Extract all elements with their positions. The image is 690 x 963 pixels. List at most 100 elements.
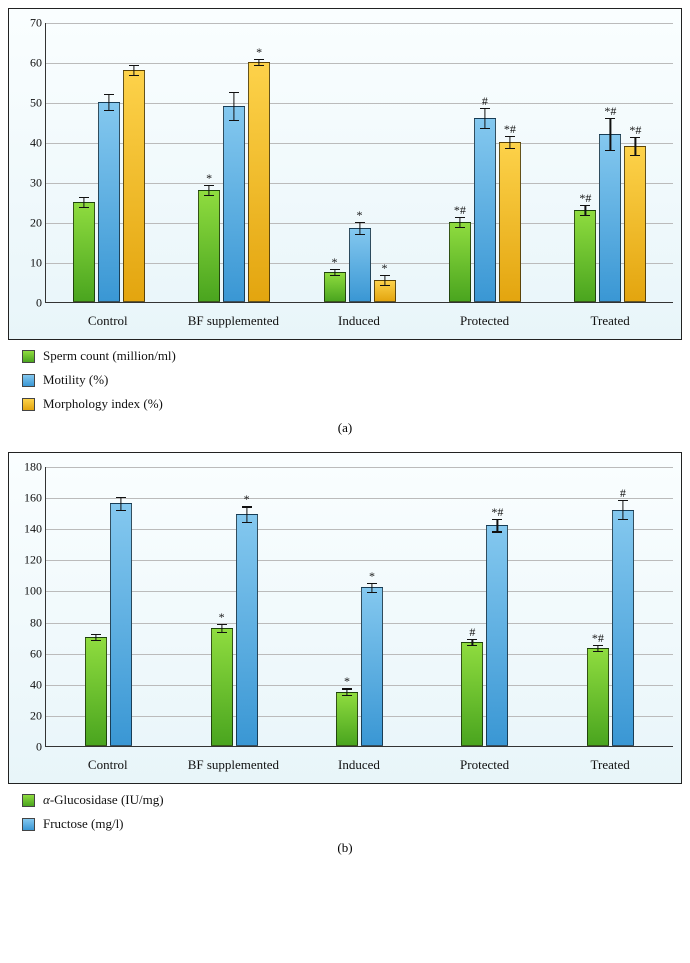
bar-morph: * [374, 22, 396, 302]
error-bar [246, 506, 247, 522]
x-tick-label: Treated [547, 751, 673, 783]
x-tick-label: BF supplemented [171, 751, 297, 783]
error-bar [83, 197, 84, 207]
legend-label: Morphology index (%) [43, 396, 163, 412]
legend-swatch [22, 794, 35, 807]
significance-marker: * [382, 261, 388, 276]
bar-rect [336, 692, 358, 746]
significance-marker: # [469, 625, 475, 640]
significance-marker: *# [579, 191, 591, 206]
bar-fruc: *# [486, 466, 508, 746]
x-tick-label: Protected [422, 751, 548, 783]
y-tick-label: 20 [16, 216, 42, 231]
bar-rect [486, 525, 508, 746]
error-bar [384, 275, 385, 285]
significance-marker: # [482, 94, 488, 109]
bar-morph: *# [624, 22, 646, 302]
bar-group [46, 467, 171, 746]
significance-marker: * [369, 569, 375, 584]
bar-gluc: *# [587, 466, 609, 746]
error-bar [585, 205, 586, 215]
bar-gluc: * [211, 466, 233, 746]
error-bar [459, 217, 460, 227]
bar-rect [612, 510, 634, 746]
chart-a-legend: Sperm count (million/ml)Motility (%)Morp… [22, 348, 682, 412]
bar-rect [587, 648, 609, 746]
legend-label: Motility (%) [43, 372, 108, 388]
bar-motility: *# [599, 22, 621, 302]
chart-b-panel: 020406080100120140160180****#*#*## Contr… [8, 452, 682, 784]
error-bar [133, 65, 134, 75]
bar-group: ** [171, 467, 296, 746]
bar-group: * * * [297, 23, 422, 302]
bar-group: # *# [422, 467, 547, 746]
bar-sperm [73, 22, 95, 302]
error-bar [371, 583, 372, 592]
bar-group: *# *# *# [548, 23, 673, 302]
significance-marker: * [332, 255, 338, 270]
chart-b-legend: α-Glucosidase (IU/mg) Fructose (mg/l) [22, 792, 682, 832]
y-tick-label: 40 [16, 677, 42, 692]
error-bar [121, 497, 122, 509]
bar-gluc [85, 466, 107, 746]
legend-swatch [22, 374, 35, 387]
legend-item: α-Glucosidase (IU/mg) [22, 792, 682, 808]
significance-marker: * [357, 208, 363, 223]
bar-fruc: # [612, 466, 634, 746]
legend-label: Fructose (mg/l) [43, 816, 124, 832]
bar-motility: # [474, 22, 496, 302]
chart-a-panel: 010203040506070******##*#*#*#*# ControlB… [8, 8, 682, 340]
chart-b-xlabels: ControlBF supplementedInducedProtectedTr… [45, 751, 673, 783]
chart-a-xlabels: ControlBF supplementedInducedProtectedTr… [45, 307, 673, 339]
bar-gluc: # [461, 466, 483, 746]
significance-marker: *# [629, 123, 641, 138]
bar-rect [236, 514, 258, 746]
bar-group [46, 23, 171, 302]
legend-swatch [22, 398, 35, 411]
bar-rect [474, 118, 496, 302]
bar-morph [123, 22, 145, 302]
bar-rect [499, 142, 521, 302]
bar-rect [110, 503, 132, 746]
bar-sperm: * [198, 22, 220, 302]
significance-marker: # [620, 486, 626, 501]
bar-sperm: *# [449, 22, 471, 302]
bar-rect [85, 637, 107, 746]
x-tick-label: Treated [547, 307, 673, 339]
x-tick-label: BF supplemented [171, 307, 297, 339]
significance-marker: *# [491, 505, 503, 520]
error-bar [509, 136, 510, 148]
bar-group: ** [171, 23, 296, 302]
bar-rect [248, 62, 270, 302]
y-tick-label: 80 [16, 615, 42, 630]
bar-rect [198, 190, 220, 302]
error-bar [635, 137, 636, 155]
chart-b-plot: 020406080100120140160180****#*#*## [45, 467, 673, 747]
bar-morph: *# [499, 22, 521, 302]
x-tick-label: Control [45, 307, 171, 339]
y-tick-label: 0 [16, 740, 42, 755]
significance-marker: * [344, 674, 350, 689]
bar-rect [349, 228, 371, 302]
y-tick-label: 40 [16, 136, 42, 151]
bar-rect [461, 642, 483, 746]
error-bar [359, 222, 360, 234]
chart-a-plot: 010203040506070******##*#*#*#*# [45, 23, 673, 303]
error-bar [209, 185, 210, 195]
y-tick-label: 100 [16, 584, 42, 599]
error-bar [234, 92, 235, 120]
legend-swatch [22, 818, 35, 831]
x-tick-label: Control [45, 751, 171, 783]
y-tick-label: 70 [16, 16, 42, 31]
bar-group: *# # *# [422, 23, 547, 302]
bar-sperm: * [324, 22, 346, 302]
bar-fruc: * [236, 466, 258, 746]
y-tick-label: 20 [16, 708, 42, 723]
significance-marker: *# [592, 631, 604, 646]
bar-sperm: *# [574, 22, 596, 302]
legend-item: Motility (%) [22, 372, 682, 388]
legend-item: Morphology index (%) [22, 396, 682, 412]
legend-item: Fructose (mg/l) [22, 816, 682, 832]
y-tick-label: 140 [16, 522, 42, 537]
bar-rect [624, 146, 646, 302]
